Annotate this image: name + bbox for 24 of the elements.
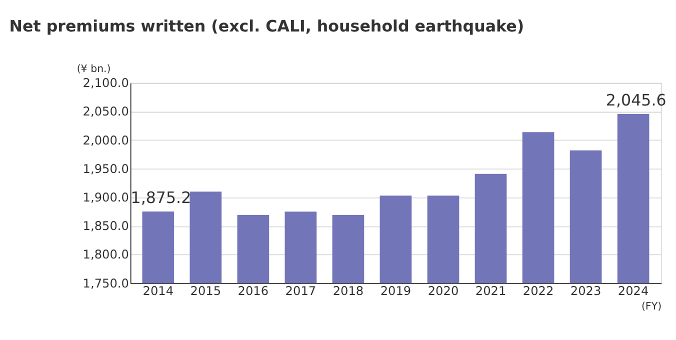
- x-tick-label: 2017: [285, 284, 316, 298]
- x-tick-label: 2019: [380, 284, 412, 298]
- y-tick-label: 1,800.0: [82, 248, 129, 262]
- x-tick-label: 2021: [475, 284, 506, 298]
- chart-title: Net premiums written (excl. CALI, household earthquake): [9, 16, 524, 36]
- y-tick-label: 2,050.0: [82, 104, 129, 119]
- y-tick-label: 1,950.0: [82, 162, 129, 176]
- y-tick-label: 1,750.0: [82, 276, 129, 290]
- x-tick-label: 2024: [618, 284, 649, 298]
- y-tick-label: 1,900.0: [82, 190, 129, 205]
- data-label: 2,045.6: [606, 90, 666, 110]
- x-tick-label: 2020: [428, 284, 459, 298]
- x-tick-label: 2022: [522, 284, 554, 298]
- y-tick-label: 2,000.0: [82, 133, 129, 148]
- data-label: 1,875.2: [130, 188, 192, 208]
- x-axis-title: (FY): [641, 300, 662, 313]
- x-tick-label: 2023: [570, 284, 602, 298]
- x-tick-label: 2016: [238, 284, 269, 298]
- y-tick-label: 1,850.0: [82, 219, 129, 234]
- y-tick-label: 2,100.0: [82, 76, 129, 90]
- x-tick-label: 2014: [142, 284, 174, 298]
- x-tick-label: 2015: [190, 284, 222, 298]
- x-tick-label: 2018: [332, 284, 364, 298]
- y-axis-title: (¥ bn.): [76, 63, 111, 76]
